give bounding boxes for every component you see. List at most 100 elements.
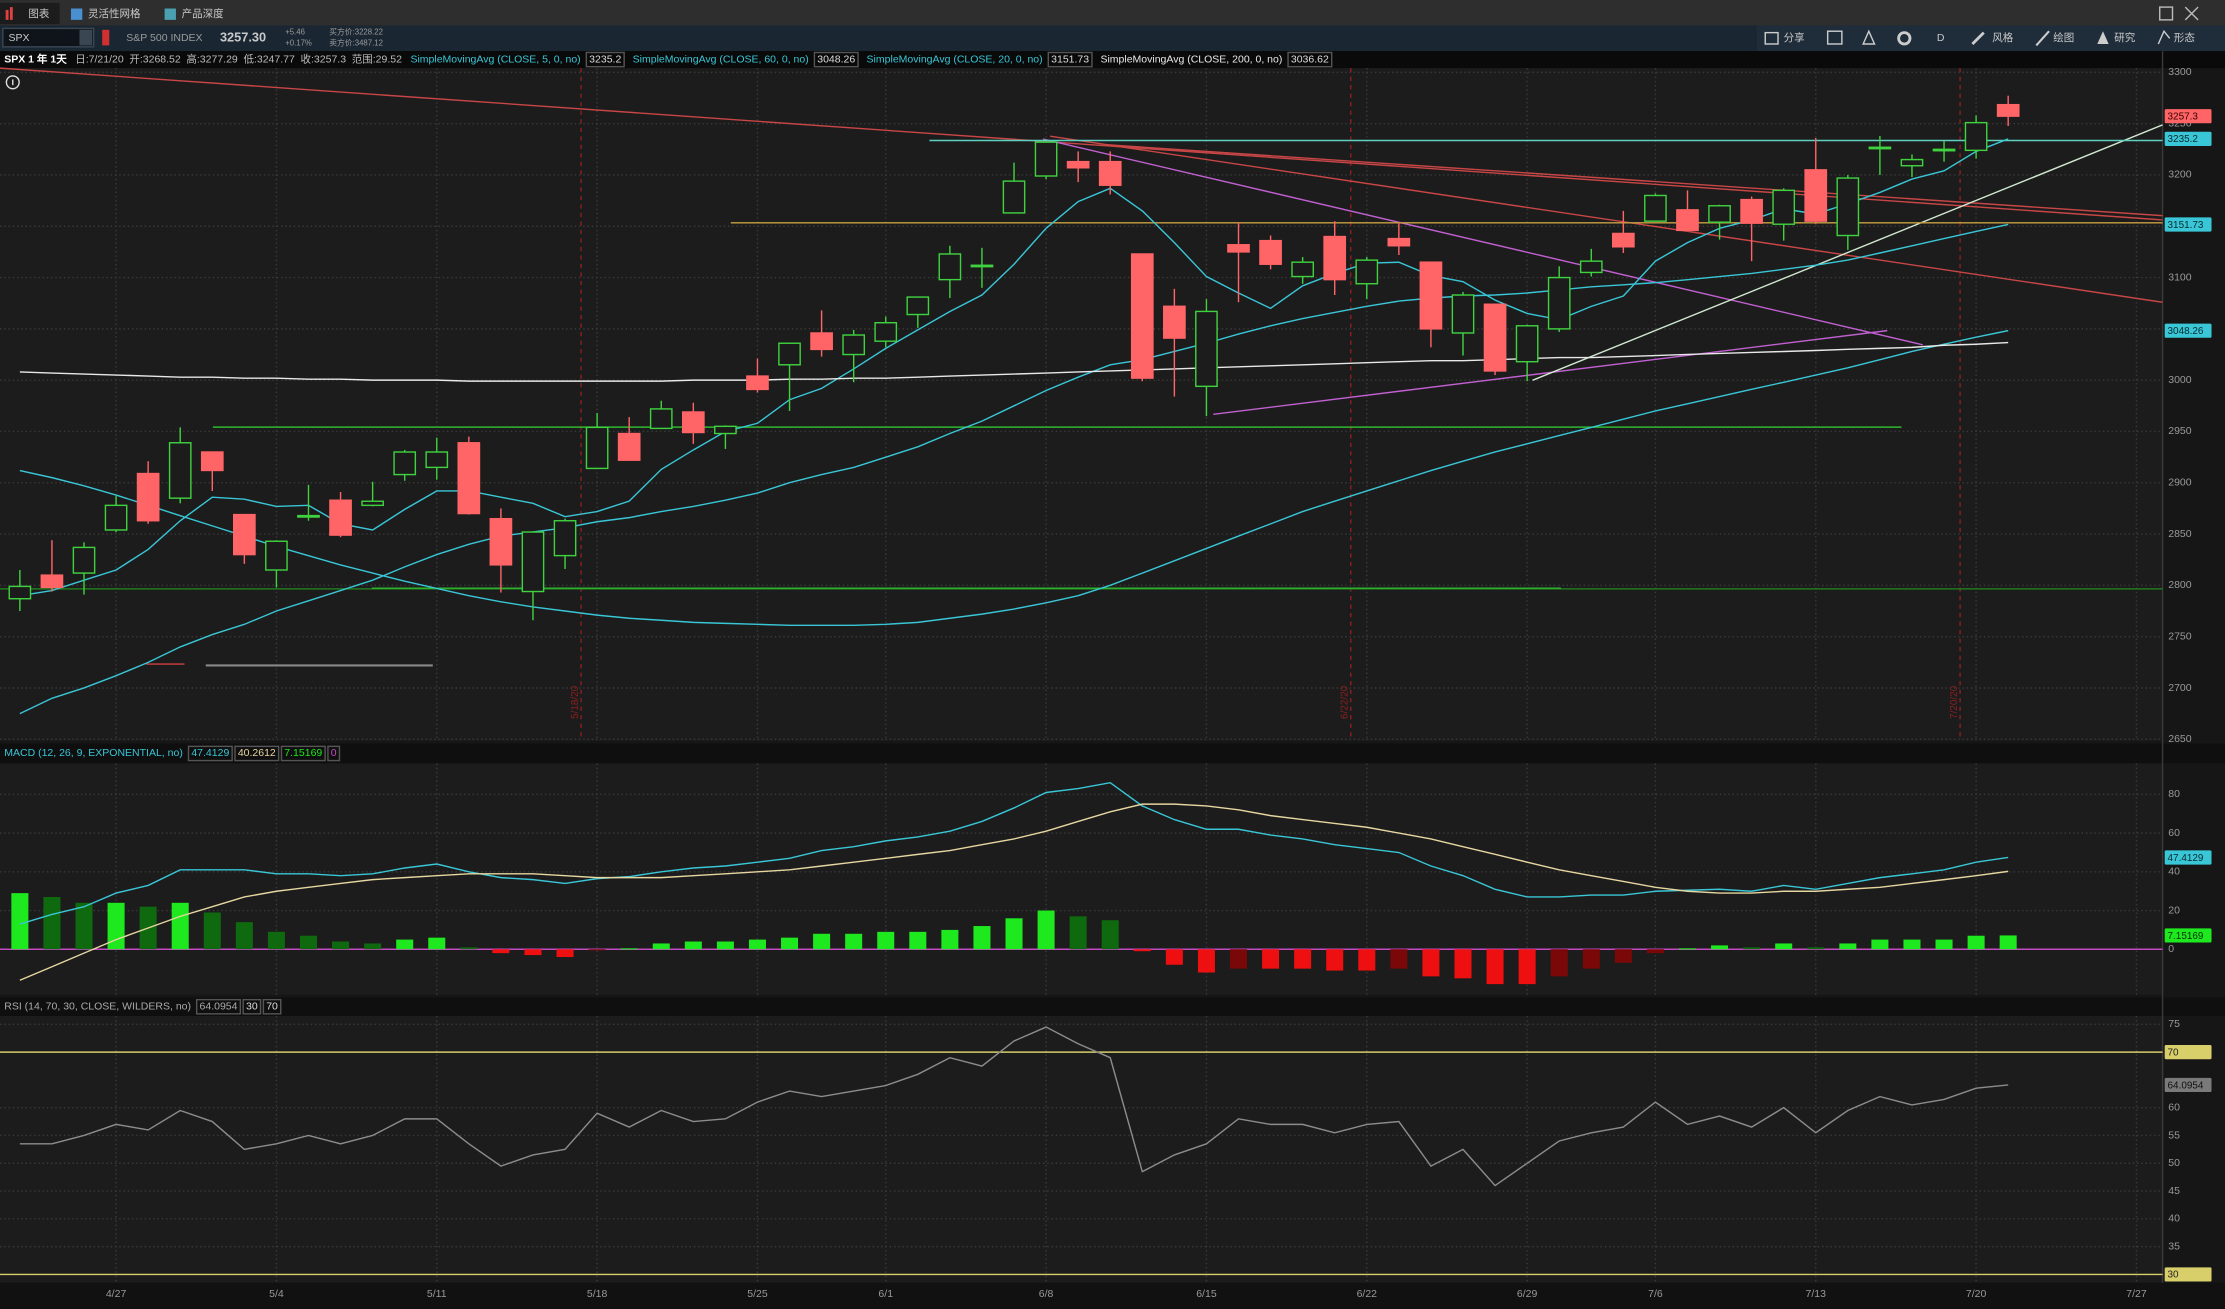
histogram-bar xyxy=(845,933,863,950)
candle-body xyxy=(1483,303,1507,372)
candle-body xyxy=(810,332,833,351)
symbol-box[interactable] xyxy=(2,27,95,48)
toolbar-button[interactable]: 形态 xyxy=(2174,31,2196,44)
info-icon[interactable] xyxy=(5,75,20,90)
candle-body xyxy=(681,411,705,434)
histogram-bar xyxy=(1197,949,1215,973)
header-value-box xyxy=(813,51,859,68)
y-tick-label: 2700 xyxy=(2168,682,2192,694)
price-header xyxy=(0,51,2225,69)
candle-body xyxy=(1451,294,1475,334)
histogram-bar xyxy=(1454,949,1472,979)
candle-body xyxy=(233,513,256,556)
candle-body xyxy=(1323,235,1347,281)
toolbar-button[interactable]: 风格 xyxy=(1992,31,2014,44)
candle-body xyxy=(1034,141,1058,177)
candle-body xyxy=(970,264,994,268)
toolbar-button[interactable]: 研究 xyxy=(2114,31,2136,44)
labels-layer: 4/27 5/4 5/11 5/18 5/25 6/1 6/8 6/15 6/22 6/29 7/6… xyxy=(4,51,2212,1300)
tab[interactable]: 图表 xyxy=(28,7,50,20)
legend-entry: SimpleMovingAvg (CLOSE, 5, 0, no) xyxy=(410,53,580,65)
histogram-bar xyxy=(1871,939,1889,950)
y-tick-label: 3100 xyxy=(2168,271,2192,283)
legend-value: 7.15169 xyxy=(284,747,322,759)
candle-body xyxy=(1291,261,1314,278)
toolbar-button[interactable]: D xyxy=(1937,32,1945,44)
value-box xyxy=(2164,1045,2212,1060)
symbol[interactable]: SPX xyxy=(9,32,30,44)
legend-value: 70 xyxy=(266,1001,278,1013)
histogram-bar xyxy=(1614,949,1632,963)
header-value-box xyxy=(1047,51,1093,68)
macd-plot xyxy=(0,763,2163,995)
candle-body xyxy=(1130,253,1154,379)
x-tick-label: 5/18 xyxy=(587,1288,608,1300)
candle-body xyxy=(778,342,801,366)
description: S&P 500 INDEX xyxy=(126,32,202,44)
histogram-bar xyxy=(1903,939,1921,950)
histogram-bar xyxy=(299,935,318,950)
candle-body xyxy=(1932,148,1956,152)
candle-body xyxy=(329,499,352,536)
value-box xyxy=(2164,928,2212,943)
tab[interactable]: 灵活性网格 xyxy=(88,7,141,20)
tab-active[interactable] xyxy=(0,2,60,25)
candle-body xyxy=(1163,305,1186,339)
legend-value: 3235.2 xyxy=(589,53,621,65)
candle-body xyxy=(1098,160,1122,186)
toolbar-button[interactable]: 绘图 xyxy=(2053,31,2074,44)
sma-line xyxy=(19,341,2009,382)
sma-line xyxy=(19,329,2009,627)
histogram-bar xyxy=(1069,916,1087,950)
ohlc-info: 收:3257.3 xyxy=(301,52,347,65)
candle-body xyxy=(1868,146,1892,150)
candle-body xyxy=(746,375,769,391)
y-tick-label: 45 xyxy=(2168,1185,2180,1197)
y-tick-label: 2850 xyxy=(2168,528,2192,540)
tab[interactable]: 产品深度 xyxy=(182,7,225,20)
pattern-icon xyxy=(2157,29,2171,45)
header-value-box xyxy=(327,745,341,762)
candle-body xyxy=(8,585,32,600)
candle-body xyxy=(1002,180,1026,214)
x-tick-label: 5/11 xyxy=(427,1288,447,1300)
toolbar-icon[interactable] xyxy=(1826,30,1843,45)
candle-body xyxy=(361,500,384,507)
x-tick-label: 7/20 xyxy=(1966,1288,1987,1300)
histogram-bar xyxy=(1999,935,2017,950)
panel-title: RSI (14, 70, 30, CLOSE, WILDERS, no) xyxy=(4,1001,191,1013)
settings-icon[interactable] xyxy=(1897,31,1912,46)
y-tick-label: 0 xyxy=(2168,943,2174,955)
candle-body xyxy=(1676,209,1699,232)
window-close[interactable] xyxy=(2184,6,2199,21)
histogram-bar xyxy=(1005,918,1023,950)
toolbar-icon[interactable] xyxy=(1862,29,1876,45)
x-tick-label: 6/22 xyxy=(1357,1288,1378,1300)
header-value-box xyxy=(262,998,282,1015)
value-box xyxy=(2164,1077,2212,1093)
macd-header xyxy=(0,743,2225,764)
x-tick-label: 4/27 xyxy=(106,1288,127,1300)
toolbar-button[interactable]: 分享 xyxy=(1784,31,1805,44)
histogram-bar xyxy=(492,949,510,954)
histogram-bar xyxy=(1262,949,1280,969)
tab-icon xyxy=(70,8,83,20)
histogram-bar xyxy=(75,902,93,950)
histogram-bar xyxy=(524,949,542,956)
y-tick-label: 2750 xyxy=(2168,630,2192,642)
histogram-bar xyxy=(1358,949,1376,971)
candle-body xyxy=(72,546,96,574)
histogram-bar xyxy=(1390,949,1408,969)
histogram-bar xyxy=(1743,947,1761,950)
value-box-label: 70 xyxy=(2168,1047,2180,1058)
window-button[interactable] xyxy=(2159,6,2174,21)
y-tick-label: 3300 xyxy=(2168,66,2192,78)
symbol-dropdown[interactable] xyxy=(79,29,93,46)
y-tick-label: 50 xyxy=(2168,1157,2180,1169)
last-price: 3257.30 xyxy=(220,30,266,45)
histogram-bar xyxy=(1101,920,1119,950)
candle-body xyxy=(1355,259,1379,285)
histogram-bar xyxy=(1935,939,1953,950)
histogram-bar xyxy=(235,922,253,950)
